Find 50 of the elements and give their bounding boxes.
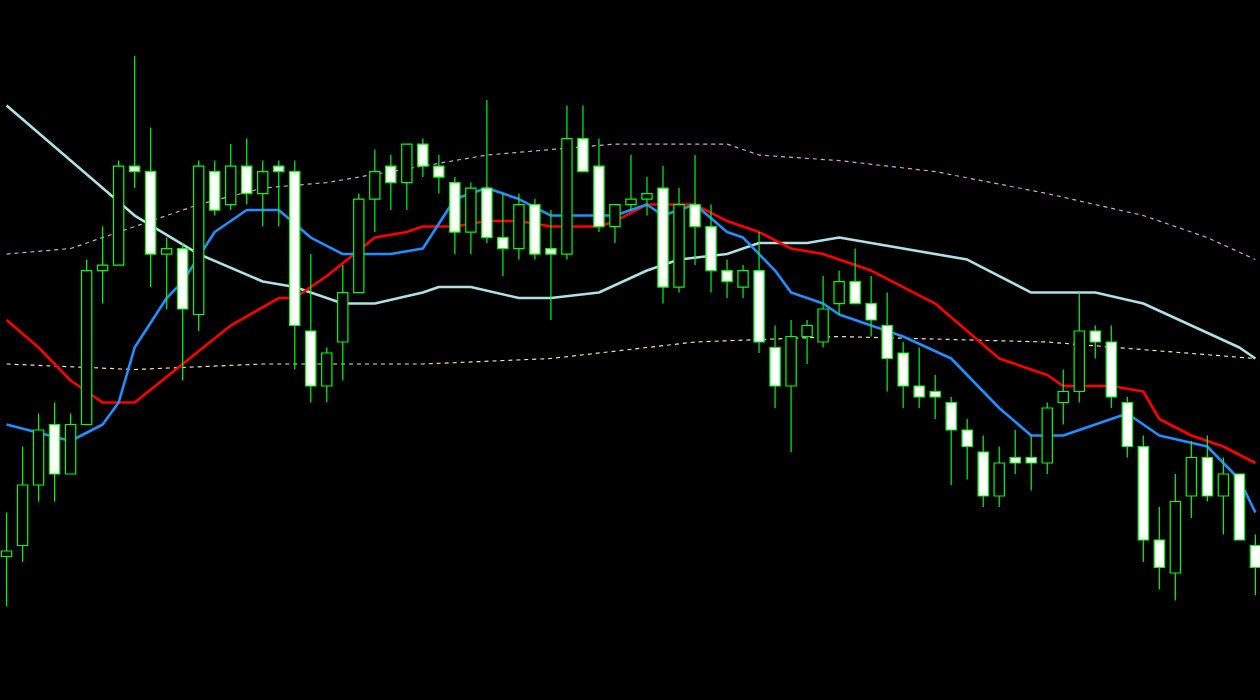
candlestick — [1185, 440, 1198, 519]
candlestick — [208, 159, 221, 217]
candlestick — [913, 346, 925, 409]
candlestick — [689, 154, 701, 266]
candlestick — [224, 143, 237, 211]
candlestick — [609, 203, 621, 244]
candlestick — [625, 154, 637, 211]
candlestick — [897, 341, 909, 409]
candlestick — [1025, 434, 1037, 492]
candlestick — [865, 275, 877, 338]
candlestick — [817, 275, 829, 349]
candlestick — [433, 154, 445, 195]
candlestick — [321, 346, 333, 404]
candlestick — [257, 159, 269, 228]
candlestick — [96, 225, 109, 305]
candlestick — [849, 247, 861, 305]
candlestick — [1009, 429, 1021, 475]
candlestick — [961, 418, 973, 481]
candlestick — [1201, 434, 1214, 503]
candlestick — [513, 192, 525, 261]
candlestick — [240, 137, 253, 206]
candlestick — [769, 324, 781, 409]
candlestick — [721, 258, 733, 299]
candlestick — [273, 159, 285, 228]
candlestick — [641, 176, 653, 217]
candlestick — [369, 148, 381, 233]
candlestick — [881, 291, 893, 393]
candlestick — [833, 269, 845, 316]
candlestick — [160, 236, 173, 310]
candlestick — [1217, 456, 1230, 536]
candlestick — [465, 181, 477, 255]
candlestick — [128, 55, 141, 189]
candlestick — [1089, 324, 1101, 360]
candlestick — [801, 319, 813, 365]
candlestick — [977, 434, 989, 508]
candlestick — [945, 396, 957, 486]
candlestick — [1057, 368, 1069, 426]
candlestick — [929, 374, 941, 420]
candlestick — [1249, 533, 1260, 596]
candlestick — [993, 445, 1005, 508]
candlestick — [417, 137, 429, 178]
candlestick — [401, 143, 413, 211]
candlestick — [705, 203, 717, 294]
candlestick — [1153, 506, 1166, 591]
candlestick — [545, 209, 557, 321]
candlestick — [1121, 396, 1134, 459]
candlestick — [385, 154, 397, 211]
candlestick — [497, 192, 509, 277]
candlestick — [737, 264, 749, 299]
candlestick — [577, 104, 589, 173]
